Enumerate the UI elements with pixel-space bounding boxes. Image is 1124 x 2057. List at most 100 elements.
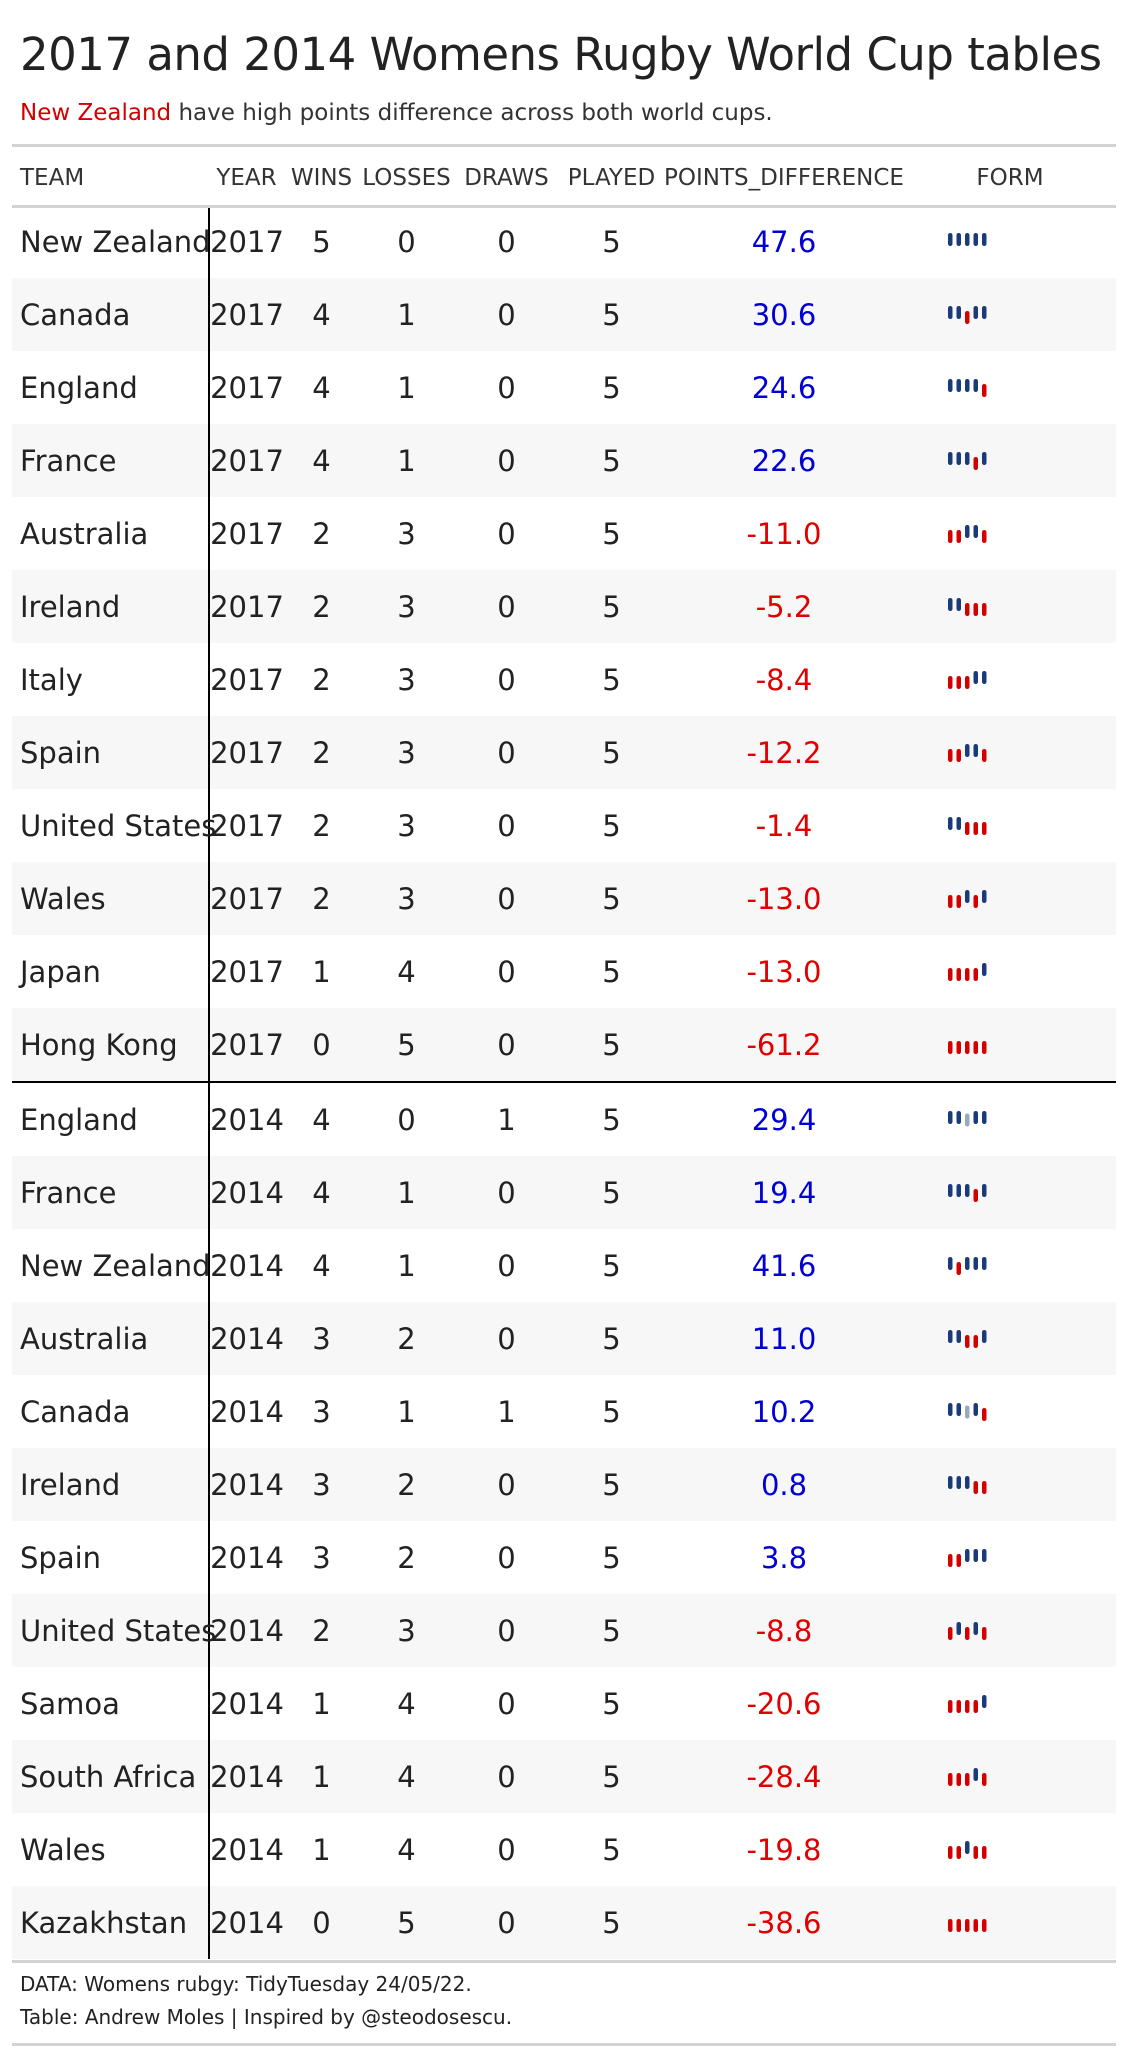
cell-year: 2014 [210, 1832, 284, 1867]
form-bar-loss [982, 821, 987, 835]
cell-team: New Zealand [12, 205, 211, 278]
form-bar-win [965, 1475, 970, 1489]
cell-played: 5 [559, 424, 664, 497]
form-bar-loss [965, 1772, 970, 1786]
form-bar-win [973, 1548, 978, 1562]
header-rule [12, 205, 1116, 208]
cell-played: 5 [559, 862, 664, 935]
cell-draws: 0 [454, 1886, 559, 1959]
cell-losses: 5 [359, 1008, 454, 1082]
form-bar-loss [982, 1480, 987, 1494]
cell-team: Japan [12, 935, 210, 1008]
cell-team: Ireland [12, 570, 210, 643]
cell-year: 2017 [209, 570, 284, 643]
form-bar-loss [956, 1772, 961, 1786]
cell-wins: 3 [284, 1448, 359, 1521]
cell-form [904, 1375, 1116, 1448]
cell-form [904, 1302, 1116, 1375]
form-sparkline [948, 1840, 987, 1859]
cell-points-difference: -8.8 [664, 1594, 904, 1667]
cell-wins: 2 [312, 662, 331, 697]
form-bar-win [973, 1621, 978, 1635]
form-sparkline [948, 1402, 987, 1421]
form-bar-win [965, 232, 970, 246]
cell-team: Australia [12, 1302, 210, 1375]
table-row: Samoa 2014 1 4 0 5 -20.6 [12, 1667, 1116, 1740]
form-bar-loss [956, 1261, 961, 1275]
form-bar-win [948, 451, 953, 465]
form-sparkline [948, 1040, 987, 1054]
cell-losses: 1 [397, 1394, 416, 1429]
cell-played: 5 [602, 662, 621, 697]
form-sparkline [948, 1621, 987, 1640]
subtitle-text: have high points difference across both … [171, 100, 773, 126]
cell-team: Wales [12, 862, 210, 935]
cell-form [904, 205, 1116, 278]
cell-team: Hong Kong [12, 1008, 210, 1082]
form-sparkline [948, 1548, 987, 1567]
cell-points-difference: -8.4 [755, 662, 813, 697]
col-header-draws: DRAWS [464, 164, 549, 191]
cell-wins: 3 [284, 1302, 359, 1375]
col-header-team: TEAM [20, 164, 85, 191]
cell-played: 5 [559, 570, 664, 643]
cell-points-difference: -20.6 [746, 1686, 822, 1721]
cell-team: Spain [12, 1521, 210, 1594]
cell-wins: 2 [284, 716, 359, 789]
form-bar-win [982, 1110, 987, 1124]
form-bar-win [982, 305, 987, 319]
cell-team: Italy [12, 643, 210, 716]
cell-year: 2014 [210, 1686, 284, 1721]
cell-form [904, 1008, 1116, 1082]
form-bar-loss [965, 1699, 970, 1713]
cell-year: 2017 [209, 278, 284, 351]
cell-losses: 1 [359, 424, 454, 497]
bottom-rule [12, 1960, 1116, 1963]
cell-year: 2014 [210, 1248, 284, 1283]
cell-year: 2014 [209, 1448, 284, 1521]
form-bar-loss [948, 1699, 953, 1713]
col-header-points-difference: POINTS_DIFFERENCE [664, 164, 904, 191]
form-bar-loss [948, 1845, 953, 1859]
form-bar-win [982, 962, 987, 976]
cell-form [904, 1594, 1116, 1667]
form-bar-loss [965, 1918, 970, 1932]
form-bar-win [956, 451, 961, 465]
cell-year: 2014 [209, 1740, 284, 1813]
cell-year: 2017 [209, 1008, 284, 1082]
cell-form [904, 1156, 1116, 1229]
form-bar-loss [956, 1918, 961, 1932]
cell-form [904, 570, 1116, 643]
cell-team: Spain [12, 716, 210, 789]
form-sparkline [948, 232, 987, 246]
form-bar-win [965, 1256, 970, 1270]
cell-wins: 2 [284, 570, 359, 643]
form-bar-win [965, 524, 970, 538]
cell-points-difference: 3.8 [760, 1540, 808, 1575]
cell-form [904, 278, 1116, 351]
form-bar-win [965, 889, 970, 903]
cell-form [904, 862, 1116, 935]
cell-form [904, 1521, 1116, 1594]
form-bar-win [982, 1329, 987, 1343]
form-bar-win [948, 597, 953, 611]
cell-form [904, 1448, 1116, 1521]
form-bar-win [956, 597, 961, 611]
cell-draws: 0 [454, 1594, 559, 1667]
col-header-form: FORM [976, 164, 1044, 191]
table-row: Australia 2017 2 3 0 5 -11.0 [12, 497, 1116, 570]
cell-form [904, 716, 1116, 789]
cell-team: England [12, 1081, 210, 1156]
cell-team: Australia [12, 497, 210, 570]
cell-losses: 3 [359, 1594, 454, 1667]
form-sparkline [948, 1767, 987, 1786]
form-bar-loss [973, 1699, 978, 1713]
cell-draws: 0 [454, 716, 559, 789]
form-bar-draw [965, 1405, 970, 1418]
cell-draws: 0 [497, 954, 516, 989]
form-sparkline [948, 378, 987, 397]
table-row: England 2014 4 0 1 5 29.4 [12, 1081, 1116, 1156]
footer-credit: Table: Andrew Moles | Inspired by @steod… [20, 2005, 513, 2029]
cell-losses: 0 [397, 224, 416, 259]
form-bar-win [965, 1548, 970, 1562]
